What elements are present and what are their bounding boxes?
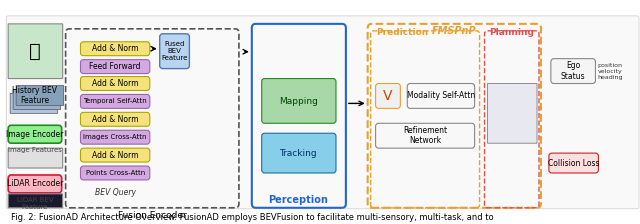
Text: LiDAR Encoder: LiDAR Encoder — [7, 179, 63, 188]
Text: position
velocity
heading: position velocity heading — [597, 63, 623, 80]
Text: Perception: Perception — [268, 195, 328, 205]
Text: FMSPnP: FMSPnP — [431, 26, 476, 36]
Text: Tracking: Tracking — [280, 149, 317, 158]
FancyBboxPatch shape — [262, 79, 336, 123]
Text: Fused
BEV
Feature: Fused BEV Feature — [161, 41, 188, 61]
Text: Points Cross-Attn: Points Cross-Attn — [86, 170, 145, 176]
Text: History BEV
Feature: History BEV Feature — [12, 86, 58, 105]
Text: Feed Forward: Feed Forward — [90, 62, 141, 71]
FancyBboxPatch shape — [549, 153, 598, 173]
Text: Add & Norm: Add & Norm — [92, 79, 138, 88]
Text: V: V — [383, 89, 393, 103]
Text: Images Cross-Attn: Images Cross-Attn — [83, 134, 147, 140]
FancyBboxPatch shape — [81, 95, 150, 108]
FancyBboxPatch shape — [160, 34, 189, 69]
Text: Image Features: Image Features — [8, 147, 62, 153]
FancyBboxPatch shape — [8, 148, 63, 168]
Text: LiDAR BEV
Feature: LiDAR BEV Feature — [17, 197, 53, 210]
FancyBboxPatch shape — [8, 194, 63, 208]
FancyBboxPatch shape — [10, 93, 58, 113]
FancyBboxPatch shape — [81, 148, 150, 162]
Text: Refinement
Network: Refinement Network — [403, 126, 447, 145]
Text: Mapping: Mapping — [279, 97, 318, 106]
Text: Add & Norm: Add & Norm — [92, 115, 138, 124]
FancyBboxPatch shape — [81, 112, 150, 126]
Text: BEV Query: BEV Query — [95, 188, 136, 197]
FancyBboxPatch shape — [81, 42, 150, 56]
Text: Modality Self-Attn: Modality Self-Attn — [407, 91, 475, 100]
Text: Ego
Status: Ego Status — [561, 61, 586, 81]
Text: Add & Norm: Add & Norm — [92, 44, 138, 53]
FancyBboxPatch shape — [81, 60, 150, 73]
FancyBboxPatch shape — [8, 24, 63, 79]
Text: Fusion Encoder: Fusion Encoder — [118, 211, 187, 220]
FancyBboxPatch shape — [81, 166, 150, 180]
FancyBboxPatch shape — [13, 89, 61, 109]
FancyBboxPatch shape — [6, 16, 639, 209]
FancyBboxPatch shape — [262, 133, 336, 173]
Text: Image Encoder: Image Encoder — [6, 130, 63, 139]
FancyBboxPatch shape — [551, 59, 595, 84]
Text: Planning: Planning — [489, 28, 534, 37]
FancyBboxPatch shape — [488, 84, 537, 143]
Text: Add & Norm: Add & Norm — [92, 151, 138, 159]
FancyBboxPatch shape — [8, 175, 61, 193]
Text: Prediction: Prediction — [376, 28, 428, 37]
FancyBboxPatch shape — [376, 123, 475, 148]
FancyBboxPatch shape — [8, 125, 61, 143]
FancyBboxPatch shape — [376, 84, 401, 108]
Text: Collision Loss: Collision Loss — [548, 159, 600, 168]
Text: Temporal Self-Attn: Temporal Self-Attn — [83, 98, 147, 104]
FancyBboxPatch shape — [81, 130, 150, 144]
FancyBboxPatch shape — [16, 86, 63, 105]
Text: 🛣: 🛣 — [29, 42, 41, 61]
FancyBboxPatch shape — [407, 84, 475, 108]
Text: Fig. 2: FusionAD Architecture Overview. FusionAD employs BEVFusion to facilitate: Fig. 2: FusionAD Architecture Overview. … — [11, 213, 494, 222]
FancyBboxPatch shape — [81, 77, 150, 90]
